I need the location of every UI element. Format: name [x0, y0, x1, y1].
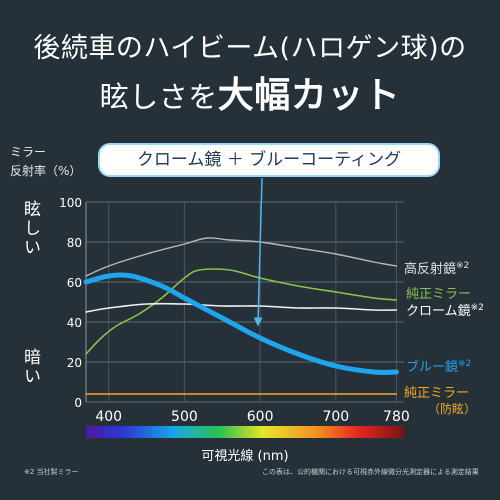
- callout-arrow: [253, 177, 263, 327]
- x-tick-label: 600: [247, 409, 274, 425]
- series-line-high-reflect: [85, 237, 398, 277]
- x-tick-label: 400: [95, 409, 122, 425]
- series-line-chrome: [85, 302, 398, 313]
- footnote-left: ※2 当社製ミラー: [24, 468, 79, 476]
- y-axis-label-line2: 反射率（%）: [10, 164, 82, 178]
- x-tick-label: 780: [383, 409, 410, 425]
- footnote-right: この表は、公的機関における可視赤外線微分光測定器による測定結果: [262, 468, 479, 476]
- y-tick-label: 20: [67, 356, 82, 370]
- legend-label-oem-antiglare: 純正ミラー: [404, 386, 469, 401]
- y-tick-label: 60: [67, 276, 82, 290]
- side-label-bright: 眩しい: [20, 200, 40, 257]
- headline-line2-pre: 眩しさを: [99, 80, 218, 114]
- x-tick-label: 700: [322, 409, 349, 425]
- y-axis-label-line1: ミラー: [10, 145, 47, 159]
- series-line-blue: [83, 272, 399, 375]
- legend-label-high-reflect: 高反射鏡※2: [404, 261, 469, 277]
- spectrum-bar: [86, 426, 404, 438]
- y-tick-label: 0: [74, 396, 82, 410]
- callout-box: クローム鏡 ＋ ブルーコーティング: [98, 143, 440, 177]
- headline-line2-emphasis: 大幅カット: [217, 75, 401, 116]
- y-tick-label: 100: [59, 196, 82, 210]
- series-line-oem: [85, 268, 398, 355]
- y-tick-label: 40: [67, 316, 82, 330]
- headline-line2: 眩しさを大幅カット: [0, 66, 500, 118]
- legend-label-chrome: クローム鏡※2: [406, 303, 484, 319]
- headline-line1: 後続車のハイビーム(ハロゲン球)の: [33, 33, 467, 64]
- side-label-dark: 暗い: [20, 348, 40, 386]
- x-tick-label: 500: [171, 409, 198, 425]
- legend-label-oem-antiglare-note: （防眩）: [428, 401, 476, 416]
- legend-label-blue: ブルー鏡※2: [406, 359, 471, 375]
- x-axis-label: 可視光線 (nm): [201, 448, 288, 464]
- legend-label-oem: 純正ミラー: [406, 287, 471, 302]
- y-tick-label: 80: [67, 236, 82, 250]
